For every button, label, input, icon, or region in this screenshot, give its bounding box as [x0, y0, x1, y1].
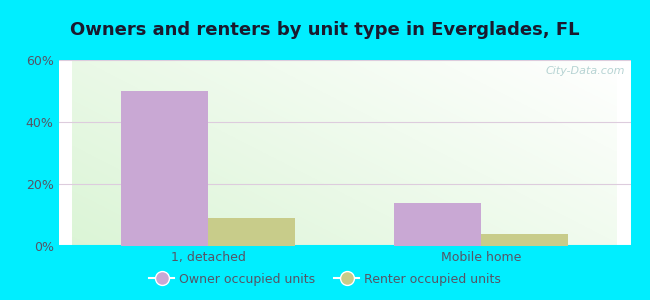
Text: City-Data.com: City-Data.com: [545, 66, 625, 76]
Text: Owners and renters by unit type in Everglades, FL: Owners and renters by unit type in Everg…: [70, 21, 580, 39]
Legend: Owner occupied units, Renter occupied units: Owner occupied units, Renter occupied un…: [144, 268, 506, 291]
Bar: [121, 91, 208, 246]
Bar: [208, 218, 296, 246]
Bar: [393, 202, 481, 246]
Bar: [481, 234, 568, 246]
